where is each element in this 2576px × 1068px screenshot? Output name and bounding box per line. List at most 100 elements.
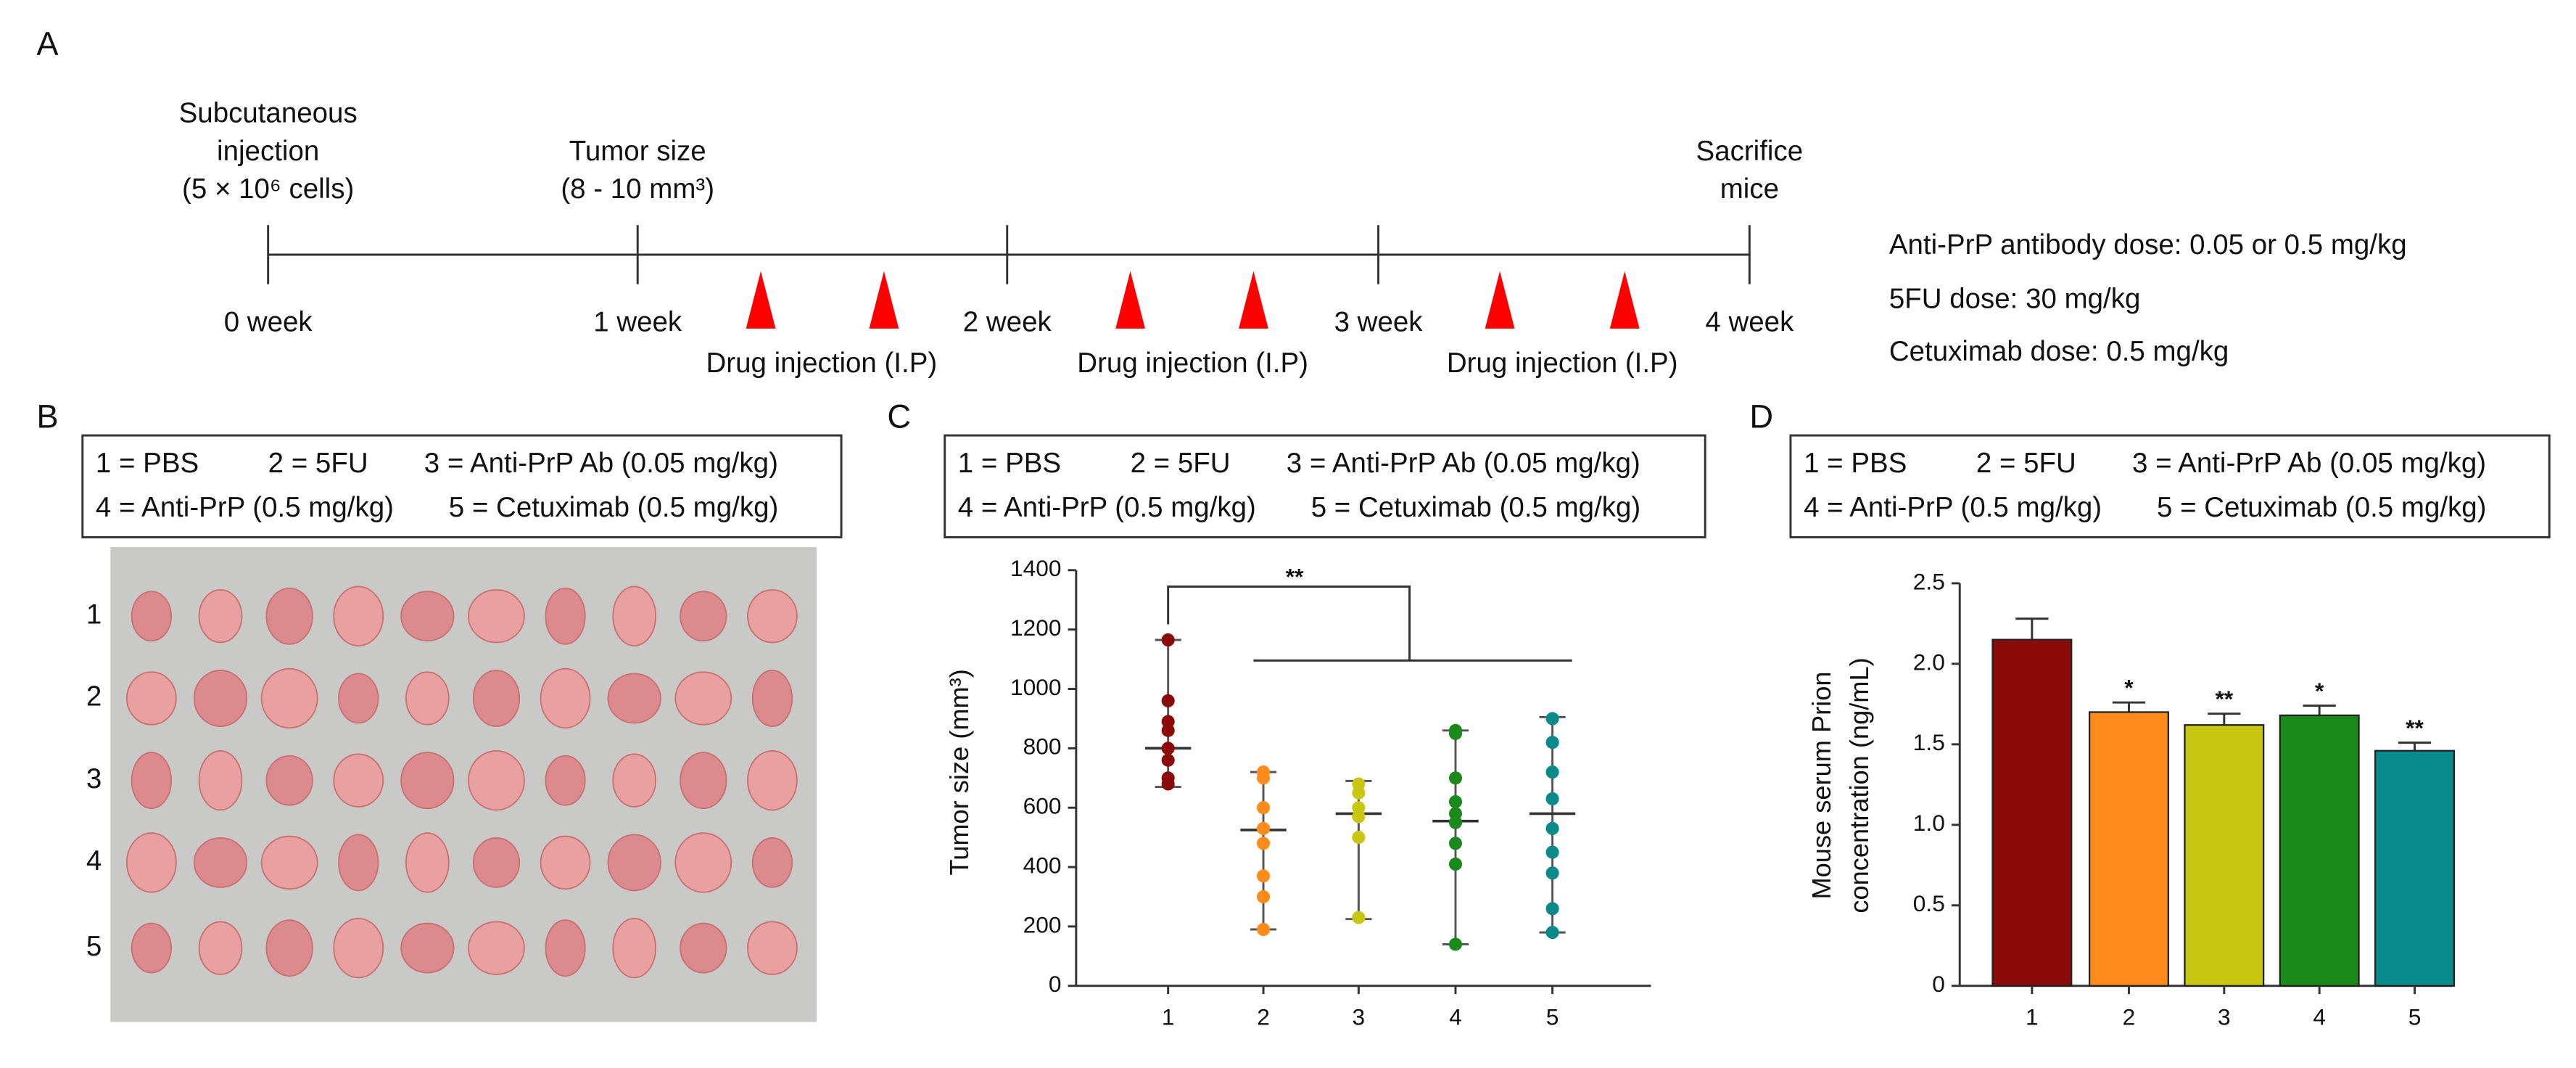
- significance-label: **: [1286, 564, 1304, 590]
- tumor: [198, 589, 243, 644]
- y-tick-label: 400: [1023, 852, 1062, 878]
- tumor: [468, 589, 525, 644]
- legend-entry: 3 = Anti-PrP Ab (0.05 mg/kg): [424, 448, 778, 479]
- data-point: [1448, 857, 1463, 871]
- legend-entry: 3 = Anti-PrP Ab (0.05 mg/kg): [1287, 448, 1640, 479]
- tumor: [131, 591, 172, 642]
- week-label: 0 week: [224, 306, 313, 337]
- significance-bracket: [1167, 585, 1572, 662]
- event-label: Sacrifice: [1696, 136, 1804, 167]
- tumor: [400, 922, 455, 974]
- x-tick-label: 5: [2408, 1003, 2422, 1030]
- legend-entry: 2 = 5FU: [1131, 448, 1231, 479]
- data-point: [1256, 771, 1271, 785]
- tumor: [607, 834, 661, 892]
- tumor: [747, 921, 798, 975]
- tumor: [126, 671, 177, 726]
- tumor: [338, 673, 379, 724]
- x-tick-label: 4: [2313, 1003, 2326, 1030]
- data-point: [1545, 845, 1559, 859]
- event-label: injection: [217, 136, 319, 167]
- y-tick-label: 200: [1023, 911, 1062, 937]
- tumor: [680, 922, 727, 974]
- y-tick-label: 0.5: [1913, 890, 1945, 916]
- tumor: [747, 589, 798, 644]
- data-point: [1256, 821, 1271, 835]
- data-point: [1161, 777, 1175, 791]
- panel-label: B: [36, 398, 58, 435]
- y-tick-label: 2.5: [1913, 568, 1945, 594]
- data-point: [1161, 753, 1175, 767]
- tumor: [612, 918, 657, 979]
- data-point: [1545, 902, 1559, 916]
- week-label: 3 week: [1334, 306, 1424, 337]
- bar: [2279, 714, 2360, 987]
- event-label: Tumor size: [569, 136, 706, 167]
- event-label: (8 - 10 mm³): [561, 173, 714, 205]
- event-label: mice: [1720, 173, 1779, 205]
- bar: [2184, 724, 2265, 987]
- tumor: [607, 673, 661, 724]
- data-point: [1352, 810, 1366, 823]
- data-point: [1545, 736, 1559, 749]
- week-label: 1 week: [593, 306, 682, 337]
- legend-entry: 4 = Anti-PrP (0.5 mg/kg): [96, 492, 394, 523]
- data-point: [1256, 869, 1271, 883]
- injection-label: Drug injection (I.P): [1447, 348, 1678, 379]
- data-point: [1448, 726, 1463, 740]
- panel-label: C: [887, 398, 911, 435]
- x-tick-label: 2: [2123, 1003, 2136, 1030]
- legend-entry: 1 = PBS: [96, 448, 199, 479]
- y-tick-label: 800: [1023, 734, 1062, 760]
- tumor-photo-content: [126, 586, 798, 979]
- data-point: [1256, 801, 1271, 815]
- data-point: [1448, 937, 1463, 951]
- tumor: [545, 755, 586, 806]
- data-point: [1352, 911, 1366, 924]
- y-tick-label: 0: [1932, 971, 1945, 997]
- panel-label: A: [36, 25, 59, 62]
- tumor: [680, 591, 727, 642]
- data-point: [1545, 712, 1559, 726]
- y-tick-label: 1400: [1010, 555, 1061, 581]
- legend-entry: 5 = Cetuximab (0.5 mg/kg): [2157, 492, 2487, 523]
- tumor: [265, 587, 313, 645]
- dose-text: 5FU dose: 30 mg/kg: [1889, 284, 2141, 315]
- week-label: 4 week: [1705, 306, 1794, 337]
- significance-label: **: [2215, 686, 2233, 712]
- bar: [1991, 638, 2073, 987]
- tumor: [405, 671, 450, 726]
- data-point: [1545, 792, 1559, 806]
- data-point: [1545, 866, 1559, 880]
- data-point: [1352, 831, 1366, 845]
- tumor: [333, 586, 384, 646]
- data-point: [1448, 794, 1463, 809]
- tumor: [612, 753, 657, 808]
- tumor: [333, 753, 384, 808]
- y-tick-label: 0: [1049, 971, 1062, 997]
- week-label: 2 week: [963, 306, 1052, 337]
- injection-markers: [746, 271, 1640, 329]
- tumor: [400, 752, 455, 810]
- row-label: 3: [86, 763, 102, 794]
- tumor: [472, 670, 521, 727]
- significance-label: *: [2315, 678, 2324, 704]
- y-tick-label: 1.0: [1913, 810, 1945, 836]
- tumor: [545, 919, 586, 977]
- data-point: [1256, 837, 1271, 850]
- tumor: [193, 670, 248, 727]
- data-point: [1448, 837, 1463, 850]
- y-tick-label: 2.0: [1913, 649, 1945, 675]
- x-tick-label: 4: [1449, 1003, 1462, 1030]
- legend-entry: 2 = 5FU: [1976, 448, 2076, 479]
- x-tick-label: 1: [2026, 1003, 2039, 1030]
- legend-box: [944, 434, 1706, 539]
- panel-label: D: [1749, 398, 1773, 435]
- data-point: [1256, 922, 1271, 937]
- tumor: [126, 832, 177, 893]
- bar: [2374, 749, 2456, 987]
- tumor: [260, 835, 318, 890]
- tumor: [198, 750, 243, 811]
- tumor: [338, 834, 379, 892]
- tumor: [751, 670, 793, 727]
